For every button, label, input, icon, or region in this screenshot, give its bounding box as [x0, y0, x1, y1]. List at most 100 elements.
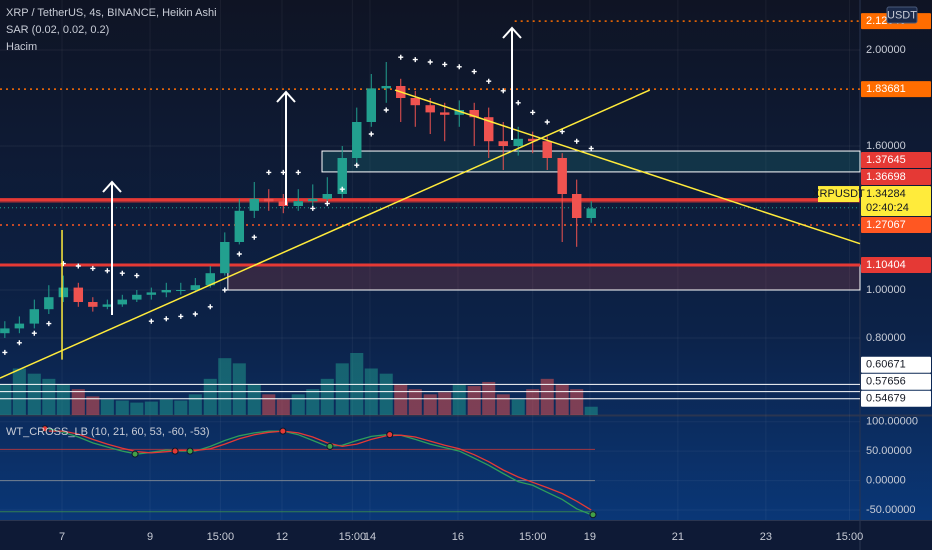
volume-bar: [540, 378, 554, 415]
volume-bar: [496, 394, 510, 415]
arrow: [276, 90, 296, 205]
y-tick-label: 0.80000: [866, 332, 906, 344]
indicator-title: WT_CROSS_LB (10, 21, 60, 53, -60, -53): [6, 426, 210, 438]
signal-dot: [131, 450, 139, 458]
volume-bar: [570, 389, 584, 415]
sar-point: [222, 287, 228, 293]
sar-point: [574, 138, 580, 144]
candle-body: [29, 309, 40, 324]
volume-bar: [467, 386, 481, 415]
candle-body: [557, 157, 567, 194]
candle-body: [337, 157, 347, 194]
sar-point: [471, 69, 477, 75]
sar-point: [31, 330, 37, 336]
symbol-label: XRPUSDT: [812, 188, 865, 200]
candle-body: [308, 198, 318, 202]
price-tag: [861, 390, 931, 407]
candle-body: [513, 138, 523, 146]
candle-body: [161, 290, 171, 293]
candle-body: [366, 88, 376, 122]
x-axis-band: [0, 520, 932, 550]
volume-bar: [86, 396, 100, 415]
price-tag-label: 1.10404: [866, 259, 906, 271]
sar-point: [412, 57, 418, 63]
price-tag: [861, 217, 931, 234]
signal-dot: [326, 442, 334, 450]
candle-body: [117, 299, 128, 305]
price-tag: [861, 169, 931, 186]
candle-body: [176, 290, 186, 292]
sar-point: [324, 201, 330, 207]
signal-dot: [171, 447, 179, 455]
candle-body: [132, 294, 142, 300]
price-tag-label: 1.27067: [866, 219, 906, 231]
price-tag: [861, 373, 931, 390]
currency-label[interactable]: USDT: [887, 9, 917, 21]
volume-bar: [423, 394, 437, 415]
volume-bar: [130, 402, 144, 415]
currency-badge[interactable]: [886, 6, 918, 24]
candle-body: [527, 138, 538, 142]
price-tag-label: 1.34284: [866, 188, 906, 200]
y-tick-label: 100.00000: [866, 416, 918, 428]
candle-body: [352, 121, 362, 158]
sar-point: [398, 54, 404, 60]
price-tag-label: 1.37645: [866, 154, 906, 166]
sar-point: [310, 205, 316, 211]
candle-body: [14, 323, 25, 329]
sar-point: [119, 270, 125, 276]
volume-bar: [408, 389, 422, 415]
price-tag-label: 0.57656: [866, 376, 906, 388]
indicator-name: Hacim: [6, 41, 37, 53]
indicator-line: [48, 428, 592, 516]
sar-point: [46, 321, 52, 327]
volume-bar: [452, 384, 466, 415]
sar-point: [134, 273, 140, 279]
arrows: [102, 26, 522, 315]
x-tick-label: 15:00: [519, 531, 547, 543]
candle-body: [44, 297, 54, 310]
sar-point: [559, 129, 565, 135]
candle-body: [571, 193, 582, 219]
volume-bar: [42, 378, 56, 415]
volume-bar: [291, 394, 305, 415]
candle-body: [498, 141, 508, 146]
candle-body: [205, 273, 215, 286]
candle-body: [586, 208, 596, 219]
sar-point: [500, 88, 506, 94]
sar-point: [16, 340, 22, 346]
sar-point: [251, 234, 257, 240]
volume-bar: [247, 384, 261, 415]
sar-point: [236, 251, 242, 257]
symbol-tag: [818, 186, 859, 203]
sar-point: [75, 263, 81, 269]
indicator-line: [48, 430, 592, 511]
candle-body: [146, 292, 157, 295]
volume-bar: [27, 373, 41, 415]
arrow: [102, 180, 122, 315]
countdown-label: 02:40:24: [866, 202, 909, 214]
x-tick-label: 23: [760, 531, 772, 543]
x-tick-label: 19: [584, 531, 596, 543]
y-tick-label: 0.00000: [866, 474, 906, 486]
signal-dot: [41, 425, 49, 433]
volume-bar: [584, 406, 598, 415]
sar-point: [178, 313, 184, 319]
volume-bar: [276, 399, 290, 415]
volume-bar: [511, 399, 525, 415]
x-tick-label: 15:00: [339, 531, 367, 543]
volume-bar: [320, 378, 334, 415]
sar-point: [163, 316, 169, 322]
signal-dot: [589, 511, 597, 519]
sar-point: [207, 304, 213, 310]
x-tick-label: 12: [276, 531, 288, 543]
sar-point: [2, 349, 8, 355]
sar-point: [515, 100, 521, 106]
candle-body: [469, 109, 479, 118]
volume-bar: [159, 399, 173, 415]
candle-body: [322, 193, 333, 199]
candle-body: [484, 117, 494, 142]
sar-point: [280, 169, 286, 175]
